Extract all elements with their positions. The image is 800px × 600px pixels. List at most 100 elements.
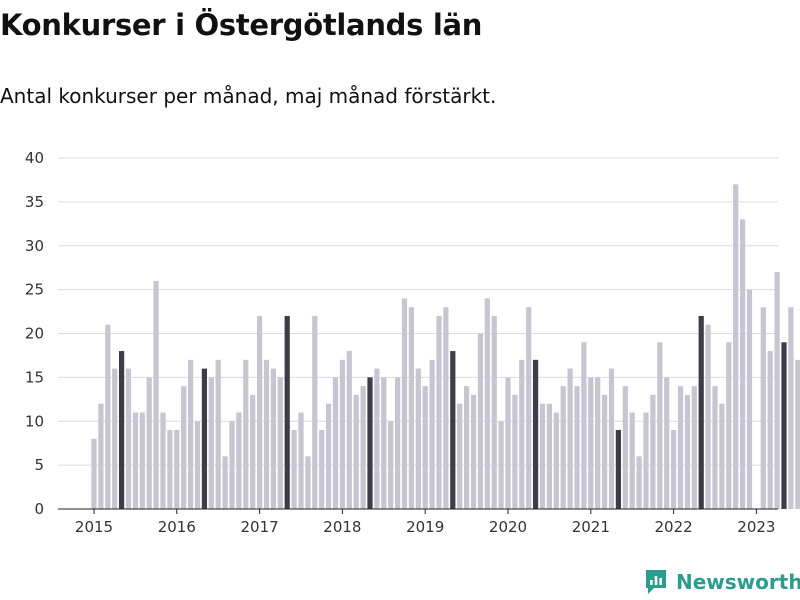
bar <box>194 421 201 509</box>
bar <box>643 412 649 509</box>
x-tick-label: 2022 <box>655 518 693 536</box>
bar <box>795 359 800 509</box>
bar <box>112 368 118 509</box>
bar <box>222 456 228 509</box>
bar <box>326 403 332 509</box>
bar <box>229 421 235 509</box>
bar <box>512 394 518 509</box>
bar-may <box>119 351 125 509</box>
bar <box>257 315 263 509</box>
bar <box>498 421 504 509</box>
chart-title: Konkurser i Östergötlands län <box>0 8 483 42</box>
y-tick-label: 0 <box>34 500 44 518</box>
bar <box>712 386 718 509</box>
bar <box>243 359 249 509</box>
bar <box>519 359 525 509</box>
x-tick-label: 2015 <box>75 518 113 536</box>
bar <box>422 386 428 509</box>
bar <box>470 394 477 509</box>
brand-name: Newsworthy <box>676 570 800 594</box>
bar <box>215 359 221 509</box>
x-axis: 2015201620172018201920202021202220232024 <box>58 508 778 536</box>
bar <box>636 456 642 509</box>
bar <box>788 307 794 509</box>
bar <box>146 377 152 510</box>
bar <box>436 315 442 509</box>
bar <box>381 377 387 510</box>
bar <box>208 377 214 510</box>
bar <box>401 298 408 509</box>
bar <box>374 368 380 509</box>
bar <box>484 298 490 509</box>
y-tick-label: 30 <box>25 237 44 255</box>
bar-may <box>284 315 290 509</box>
bar <box>657 342 663 509</box>
bar-may <box>450 351 456 509</box>
bar <box>526 307 532 509</box>
bar <box>629 412 635 509</box>
bar <box>270 368 276 509</box>
y-tick-label: 5 <box>34 456 44 474</box>
bar <box>546 403 552 509</box>
bar <box>505 377 511 510</box>
x-tick-label: 2020 <box>489 518 527 536</box>
brand-logo[interactable]: Newsworthy <box>644 568 800 596</box>
bar <box>332 377 339 510</box>
bar <box>291 430 297 509</box>
bar <box>167 430 173 509</box>
bar <box>671 430 677 509</box>
bar <box>595 377 601 510</box>
bar <box>132 412 138 509</box>
bar <box>312 315 318 509</box>
bar <box>588 377 594 510</box>
bars-layer <box>91 184 800 510</box>
bar <box>319 430 325 509</box>
bar <box>250 394 256 509</box>
bar <box>174 430 180 509</box>
bar <box>360 386 366 509</box>
bar <box>705 324 711 509</box>
bar <box>553 412 559 509</box>
bar-may <box>201 368 207 509</box>
bar <box>608 368 615 509</box>
bar <box>98 403 104 509</box>
bar-may <box>698 315 704 509</box>
bar <box>464 386 470 509</box>
bar <box>602 394 608 509</box>
bar <box>774 272 780 509</box>
bar <box>277 377 283 510</box>
bar <box>677 386 684 509</box>
bar <box>477 333 483 509</box>
bar <box>153 280 159 509</box>
x-tick-label: 2019 <box>406 518 444 536</box>
bar-may <box>781 342 787 509</box>
bar <box>105 324 111 509</box>
bar <box>408 307 414 509</box>
y-tick-label: 35 <box>25 193 44 211</box>
x-tick-label: 2016 <box>158 518 196 536</box>
bar <box>125 368 132 509</box>
x-tick-label: 2021 <box>572 518 610 536</box>
bar <box>567 368 573 509</box>
bar <box>415 368 421 509</box>
bar <box>733 184 739 509</box>
bar <box>746 289 753 510</box>
bar <box>740 219 746 509</box>
bar <box>457 403 463 509</box>
y-tick-label: 20 <box>25 325 44 343</box>
bar <box>650 394 656 509</box>
x-tick-label: 2018 <box>323 518 361 536</box>
y-tick-label: 40 <box>25 149 44 167</box>
newsworthy-icon <box>646 570 666 594</box>
bar <box>388 421 394 509</box>
bar <box>305 456 311 509</box>
bar-may <box>367 377 373 510</box>
bar <box>443 307 449 509</box>
bar <box>574 386 580 509</box>
bar <box>539 403 546 509</box>
bar-may <box>533 359 539 509</box>
bar <box>664 377 670 510</box>
y-tick-label: 15 <box>25 368 44 386</box>
bar <box>298 412 304 509</box>
